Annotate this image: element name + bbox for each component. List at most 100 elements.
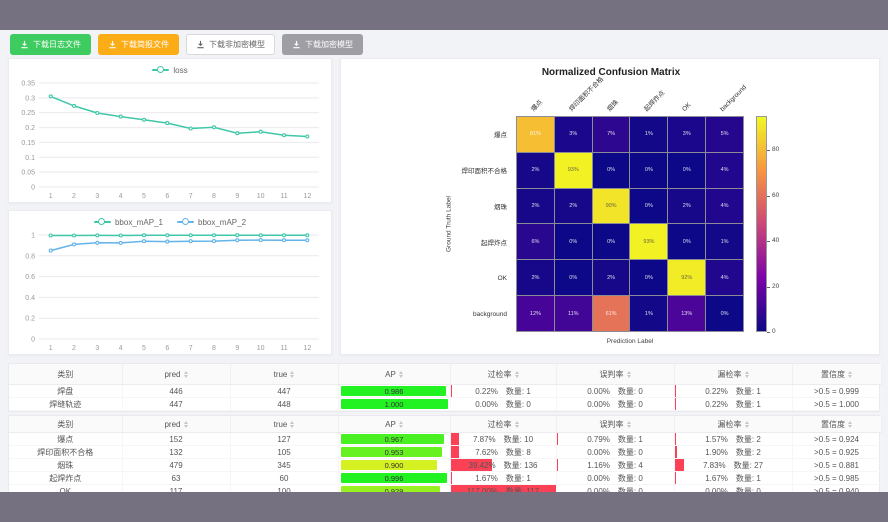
matrix-cell: 2% — [517, 152, 554, 188]
svg-text:8: 8 — [212, 345, 216, 352]
sort-icon[interactable] — [398, 420, 403, 428]
matrix-cell: 1% — [706, 224, 743, 260]
matrix-cell: 3% — [554, 117, 592, 152]
colorbar-tick: 60 — [772, 191, 780, 199]
matrix-cell: 0% — [554, 260, 592, 296]
confusion-matrix-card: Normalized Confusion Matrix Ground Truth… — [340, 58, 880, 355]
legend-item-bbox-map-2[interactable]: bbox_mAP_2 — [177, 218, 246, 227]
col-header-miss-rate[interactable]: 漏检率 — [674, 416, 793, 433]
matrix-col-label: background — [719, 84, 749, 113]
col-header-miss-rate[interactable]: 漏检率 — [674, 364, 793, 385]
sort-icon[interactable] — [290, 420, 295, 428]
svg-text:10: 10 — [257, 345, 265, 352]
legend-label: bbox_mAP_1 — [114, 217, 163, 227]
svg-text:1: 1 — [49, 193, 53, 200]
col-header-pred[interactable]: pred — [122, 364, 231, 385]
line-series-icon — [177, 218, 194, 227]
sort-icon[interactable] — [744, 420, 749, 428]
col-header-pred[interactable]: pred — [122, 416, 231, 433]
table-header-row: 类别 pred true AP 过检率 误判率 漏检率 置信度 — [9, 364, 882, 385]
window-bottom-bar — [0, 492, 888, 522]
col-header-over-rate[interactable]: 过检率 — [450, 364, 557, 385]
confidence-cell: >0.5 = 0.985 — [792, 471, 882, 485]
matrix-cell: 0% — [592, 152, 630, 188]
button-label: 下载简报文件 — [121, 40, 169, 49]
miss-rate-cell: 1.57% 数量: 2 — [674, 432, 793, 446]
matrix-cell: 0% — [668, 224, 706, 260]
svg-text:6: 6 — [165, 345, 169, 352]
svg-text:0.05: 0.05 — [21, 170, 35, 177]
confidence-cell: >0.5 = 0.940 — [792, 484, 882, 492]
legend-item-bbox-map-1[interactable]: bbox_mAP_1 — [93, 217, 163, 227]
svg-text:7: 7 — [189, 193, 193, 200]
matrix-row-label: 起焊炸点 — [481, 240, 507, 247]
svg-text:1: 1 — [49, 345, 53, 352]
svg-text:8: 8 — [212, 193, 216, 200]
colorbar-tick: 80 — [772, 146, 780, 154]
col-header-ap[interactable]: AP — [338, 364, 451, 385]
matrix-cell: 81% — [517, 117, 554, 152]
weld-table: 类别 pred true AP 过检率 误判率 漏检率 置信度 焊盘 446 4 — [8, 363, 882, 412]
pred-cell: 152 — [122, 432, 231, 446]
confusion-matrix-title: Normalized Confusion Matrix — [541, 67, 681, 78]
col-header-ap[interactable]: AP — [338, 416, 451, 433]
sort-icon[interactable] — [398, 370, 403, 378]
legend-label: bbox_mAP_2 — [198, 217, 247, 227]
matrix-row-label: 烟珠 — [494, 204, 507, 211]
ap-cell: 0.986 — [338, 384, 451, 398]
col-header-true[interactable]: true — [230, 364, 339, 385]
sort-icon[interactable] — [848, 370, 852, 378]
matrix-row-label: 焊印面积不合格 — [461, 168, 508, 175]
matrix-col-label: 烟珠 — [605, 98, 620, 113]
sort-icon[interactable] — [290, 370, 295, 378]
svg-text:2: 2 — [72, 193, 76, 200]
loss-legend: loss — [9, 59, 331, 78]
over-rate-cell: 117.00% 数量: 117 — [450, 484, 557, 492]
col-header-confidence[interactable]: 置信度 — [792, 416, 882, 433]
sort-icon[interactable] — [626, 370, 631, 378]
download-report-button[interactable]: 下载简报文件 — [98, 34, 179, 55]
download-icon — [197, 40, 204, 49]
sort-icon[interactable] — [626, 420, 631, 428]
svg-text:9: 9 — [235, 193, 239, 200]
col-header-confidence[interactable]: 置信度 — [792, 364, 882, 385]
pred-cell: 447 — [122, 397, 231, 411]
download-unencrypted-model-button[interactable]: 下载非加密模型 — [186, 34, 275, 55]
col-header-category: 类别 — [9, 416, 123, 433]
sort-icon[interactable] — [514, 370, 519, 378]
svg-text:3: 3 — [95, 193, 99, 200]
category-cell: 烟珠 — [9, 458, 123, 472]
map-chart: 00.20.40.60.811 2 3 4 5 6 7 8 9 10 11 12 — [25, 233, 319, 352]
miss-rate-cell: 7.83% 数量: 27 — [674, 458, 793, 472]
sort-icon[interactable] — [183, 420, 188, 428]
sort-icon[interactable] — [744, 370, 749, 378]
legend-item-loss[interactable]: loss — [152, 66, 188, 75]
table-row: 起焊炸点 63 60 0.996 1.67% 数量: 1 0.00% 数量: 0 1… — [9, 471, 882, 485]
col-header-over-rate[interactable]: 过检率 — [450, 416, 557, 433]
matrix-row-label: OK — [497, 274, 507, 282]
miss-rate-cell: 0.22% 数量: 1 — [674, 397, 793, 411]
sort-icon[interactable] — [848, 420, 852, 428]
matrix-cell: 93% — [630, 224, 668, 260]
download-log-button[interactable]: 下载日志文件 — [10, 34, 91, 55]
download-icon — [293, 40, 300, 49]
matrix-cell: 6% — [517, 224, 554, 260]
matrix-cell: 0% — [706, 296, 743, 331]
matrix-cell: 12% — [517, 296, 554, 331]
col-header-misjudge-rate[interactable]: 误判率 — [556, 364, 675, 385]
download-encrypted-model-button[interactable]: 下载加密模型 — [282, 34, 363, 55]
sort-icon[interactable] — [514, 420, 519, 428]
true-cell: 345 — [230, 458, 339, 472]
miss-rate-cell: 0.00% 数量: 0 — [674, 484, 793, 492]
svg-text:0.15: 0.15 — [21, 140, 35, 147]
sort-icon[interactable] — [183, 370, 188, 378]
matrix-cell: 4% — [706, 260, 743, 296]
svg-text:0.25: 0.25 — [21, 110, 35, 117]
map-legend: bbox_mAP_1 bbox_mAP_2 — [9, 211, 331, 230]
table-row: 爆点 152 127 0.967 7.87% 数量: 10 0.79% 数量: 1 … — [9, 432, 882, 446]
ap-cell: 1.000 — [338, 397, 451, 411]
svg-text:0.1: 0.1 — [25, 155, 35, 162]
col-header-true[interactable]: true — [230, 416, 339, 433]
col-header-misjudge-rate[interactable]: 误判率 — [556, 416, 675, 433]
